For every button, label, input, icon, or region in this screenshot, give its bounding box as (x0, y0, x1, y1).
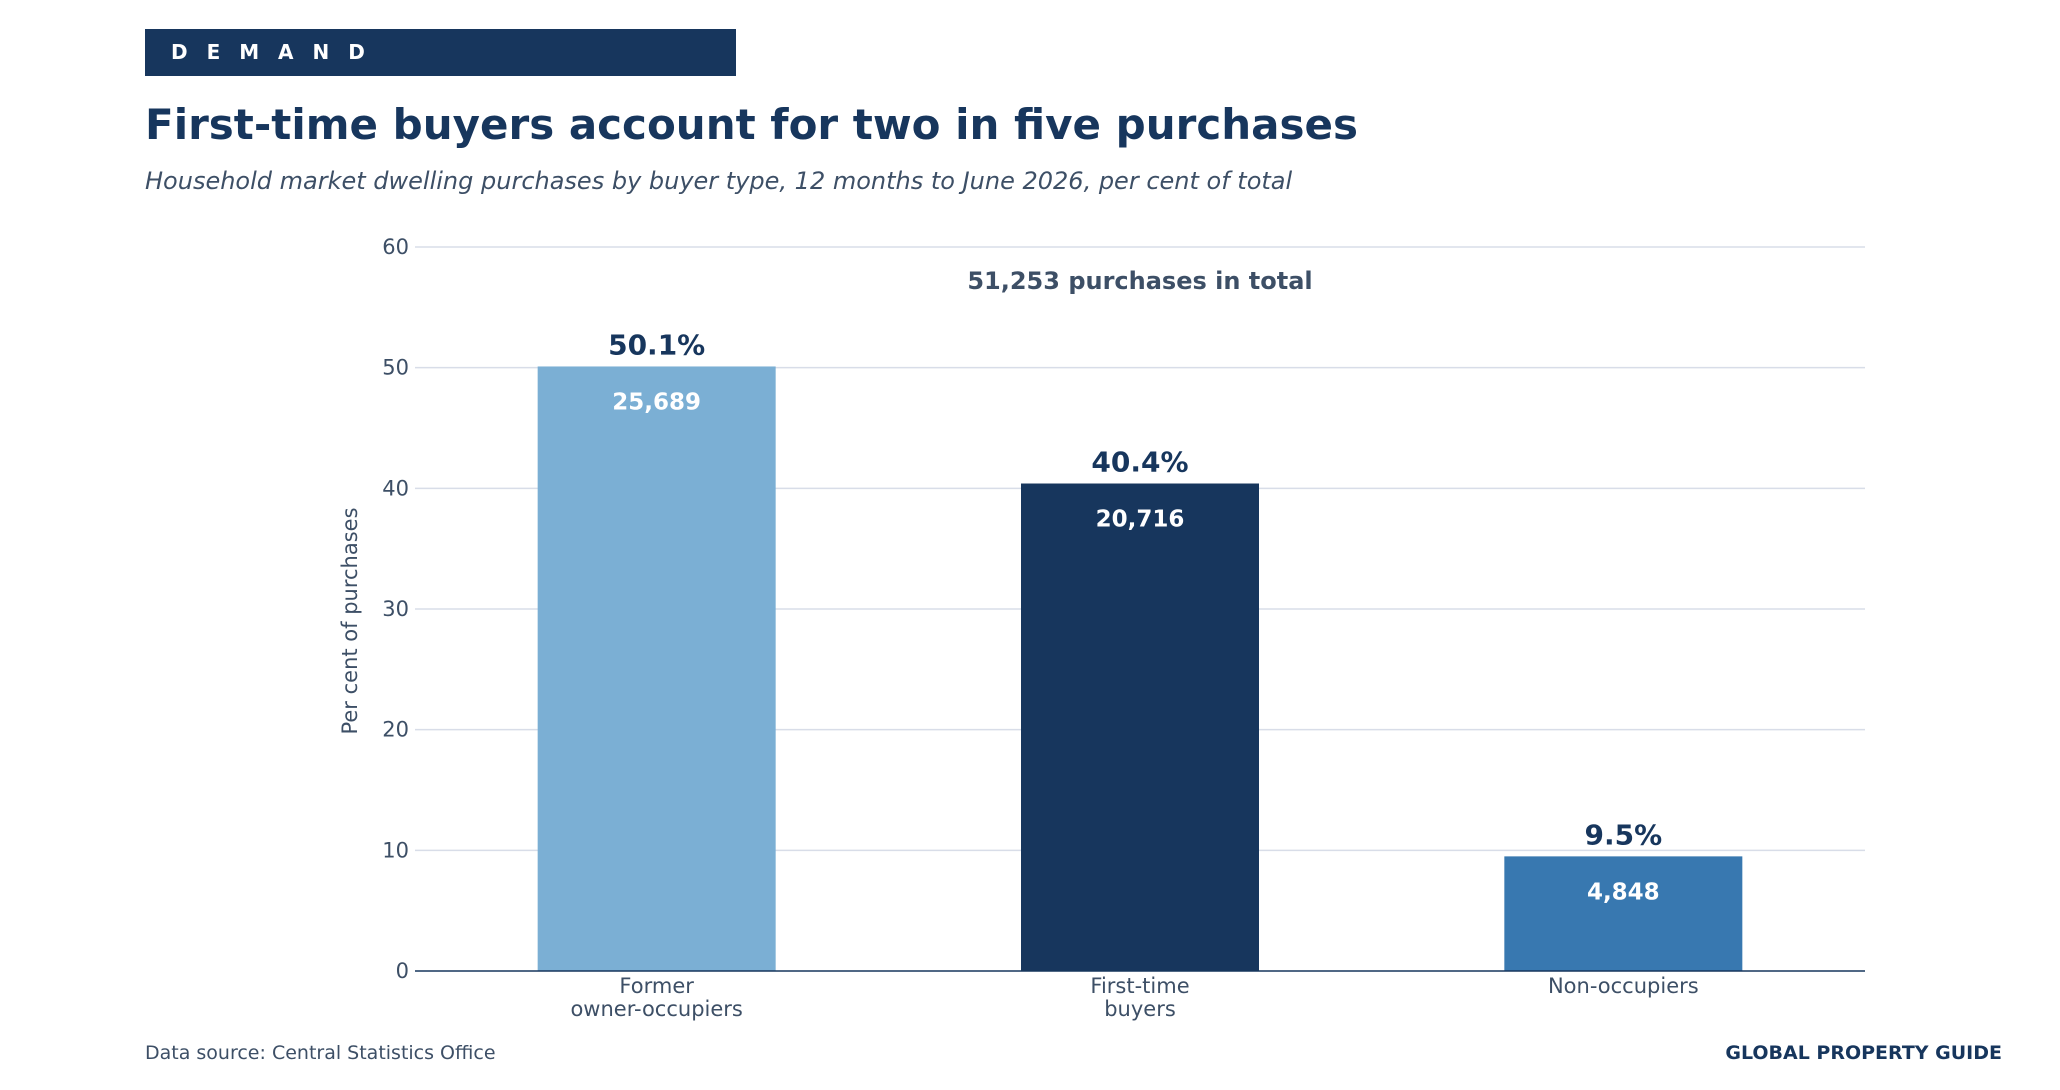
y-tick-label: 20 (382, 718, 409, 742)
y-tick-label: 30 (382, 597, 409, 621)
bar (1504, 856, 1743, 971)
x-tick-label: buyers (1104, 997, 1176, 1021)
brand-wordmark: GLOBAL PROPERTY GUIDE (1725, 1042, 2002, 1064)
bar-count-label: 4,848 (1587, 879, 1660, 905)
total-annotation: 51,253 purchases in total (967, 267, 1312, 295)
bar-count-label: 25,689 (612, 389, 701, 415)
section-label: D E M A N D (171, 40, 371, 64)
x-tick-label: First-time (1090, 974, 1189, 998)
bar-value-label: 9.5% (1585, 818, 1663, 851)
bar-value-label: 50.1% (608, 328, 705, 361)
y-tick-label: 50 (382, 356, 409, 380)
y-axis-title: Per cent of purchases (338, 507, 362, 734)
section-banner: D E M A N D (145, 29, 736, 76)
bar-value-label: 40.4% (1091, 446, 1188, 479)
bar-count-label: 20,716 (1096, 507, 1185, 533)
chart-title: First-time buyers account for two in fiv… (145, 100, 1358, 149)
bar (1021, 483, 1259, 971)
y-tick-label: 60 (382, 235, 409, 259)
data-source-note: Data source: Central Statistics Office (145, 1042, 496, 1064)
chart-subtitle: Household market dwelling purchases by b… (145, 167, 1293, 195)
y-tick-label: 40 (382, 476, 409, 500)
y-tick-label: 10 (382, 838, 409, 862)
bar (537, 366, 776, 972)
y-tick-label: 0 (396, 959, 409, 983)
x-tick-label: Non-occupiers (1548, 974, 1699, 998)
x-tick-label: owner-occupiers (570, 997, 742, 1021)
x-tick-label: Former (619, 974, 694, 998)
